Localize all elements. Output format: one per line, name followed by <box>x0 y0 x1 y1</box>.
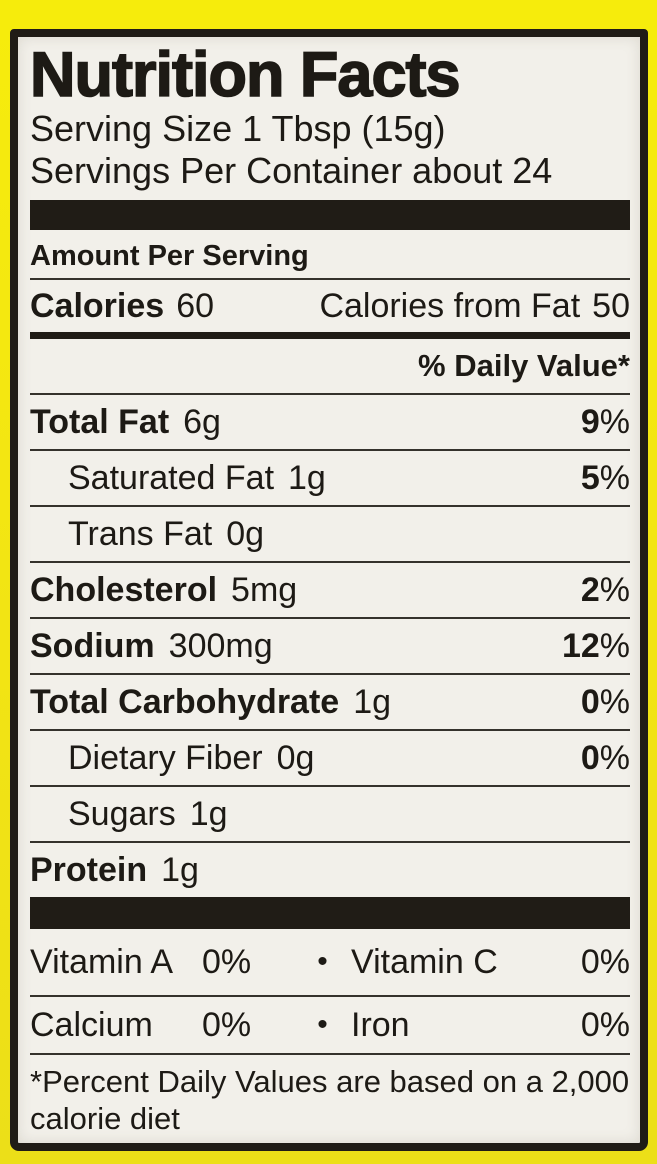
nutrient-row-total-fat: Total Fat 6g 9% <box>30 395 630 451</box>
serving-size-line: Serving Size 1 Tbsp (15g) <box>30 108 446 149</box>
dv-number: 0 <box>580 682 600 721</box>
calories-row: Calories 60 Calories from Fat 50 <box>30 280 630 332</box>
dv-number: 5 <box>580 458 600 497</box>
nutrient-amount: 1g <box>189 794 228 833</box>
nutrient-amount: 300mg <box>168 626 273 665</box>
dv-number: 12 <box>561 626 600 665</box>
bullet-separator: • <box>317 1008 328 1041</box>
label-title: Nutrition Facts <box>29 40 461 110</box>
nutrient-amount: 1g <box>288 458 326 497</box>
nutrient-row-sodium: Sodium 300mg 12% <box>30 619 630 675</box>
daily-value-header: % Daily Value* <box>30 339 630 395</box>
nutrient-row-sugars: Sugars 1g <box>30 787 630 843</box>
footnote-line-2: calorie diet <box>30 1101 180 1136</box>
nutrient-name: Sodium <box>30 626 155 665</box>
nutrient-daily-value: 2% <box>581 571 630 610</box>
nutrient-amount: 0g <box>226 514 265 553</box>
nutrient-amount: 0g <box>276 738 315 777</box>
nutrient-amount: 6g <box>183 402 221 441</box>
nutrient-name: Cholesterol <box>30 570 218 609</box>
amount-per-serving-heading: Amount Per Serving <box>30 240 630 280</box>
vitamin-value-left: 0% <box>202 1005 252 1044</box>
nutrient-daily-value: 0% <box>581 739 630 778</box>
vitamin-name-right: Iron <box>351 1005 410 1044</box>
calories-group: Calories 60 <box>30 287 214 326</box>
nutrient-row-trans-fat: Trans Fat 0g <box>30 507 630 563</box>
nutrient-daily-value: 12% <box>562 627 630 666</box>
dv-number: 2 <box>580 570 600 609</box>
nutrient-name: Trans Fat <box>68 514 213 553</box>
dv-percent-sign: % <box>599 738 630 777</box>
calories-from-fat-label: Calories from Fat <box>319 286 581 325</box>
nutrient-daily-value: 0% <box>581 683 630 722</box>
calories-from-fat-group: Calories from Fat 50 <box>319 287 630 326</box>
vitamin-row-calcium-iron: Calcium 0% • Iron 0% <box>30 997 630 1055</box>
calories-divider-bar <box>30 332 630 339</box>
nutrient-daily-value: 5% <box>581 459 630 498</box>
dv-percent-sign: % <box>599 626 630 665</box>
vitamin-value-right: 0% <box>580 1005 630 1044</box>
nutrient-row-protein: Protein 1g <box>30 843 630 897</box>
nutrient-name: Saturated Fat <box>68 458 275 497</box>
nutrient-row-total-carbohydrate: Total Carbohydrate 1g 0% <box>30 675 630 731</box>
bullet-separator: • <box>317 945 328 978</box>
dv-percent-sign: % <box>599 570 630 609</box>
vitamin-row-a-c: Vitamin A 0% • Vitamin C 0% <box>30 929 630 997</box>
calories-value: 60 <box>176 286 215 325</box>
dv-percent-sign: % <box>599 682 630 721</box>
servings-per-container-line: Servings Per Container about 24 <box>30 150 553 191</box>
nutrient-row-cholesterol: Cholesterol 5mg 2% <box>30 563 630 619</box>
nutrient-name: Dietary Fiber <box>68 738 263 777</box>
nutrient-name: Protein <box>30 850 148 889</box>
calories-label: Calories <box>30 286 165 325</box>
vitamin-value-right: 0% <box>580 942 630 981</box>
nutrient-amount: 5mg <box>231 570 298 609</box>
daily-value-footnote: *Percent Daily Values are based on a 2,0… <box>30 1063 630 1137</box>
nutrition-facts-label: Nutrition Facts Serving Size 1 Tbsp (15g… <box>10 29 648 1151</box>
dv-number: 0 <box>580 738 600 777</box>
nutrient-amount: 1g <box>353 682 392 721</box>
vitamin-name-left: Calcium <box>30 1005 153 1044</box>
nutrient-amount: 1g <box>161 850 199 889</box>
section-divider-bar-bottom <box>30 897 630 929</box>
calories-from-fat-value: 50 <box>592 286 630 325</box>
nutrient-daily-value: 9% <box>581 403 630 442</box>
vitamin-name-right: Vitamin C <box>351 942 498 981</box>
nutrient-name: Total Carbohydrate <box>30 682 340 721</box>
vitamin-name-left: Vitamin A <box>30 942 174 981</box>
nutrient-name: Total Fat <box>30 402 170 441</box>
dv-number: 9 <box>580 402 600 441</box>
dv-percent-sign: % <box>599 458 630 497</box>
nutrient-row-saturated-fat: Saturated Fat 1g 5% <box>30 451 630 507</box>
vitamin-value-left: 0% <box>202 942 252 981</box>
nutrient-row-dietary-fiber: Dietary Fiber 0g 0% <box>30 731 630 787</box>
nutrient-name: Sugars <box>68 794 176 833</box>
section-divider-bar-top <box>30 200 630 230</box>
footnote-line-1: *Percent Daily Values are based on a 2,0… <box>30 1064 630 1099</box>
dv-percent-sign: % <box>599 402 630 441</box>
